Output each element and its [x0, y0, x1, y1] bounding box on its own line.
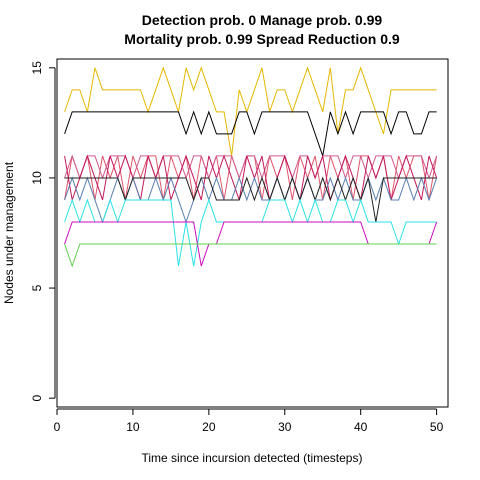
y-axis: 0 5 10 15: [30, 61, 56, 402]
series-layer: [64, 66, 438, 268]
series-line-5: [64, 154, 438, 201]
x-tick-label: 40: [354, 420, 368, 434]
x-tick-label: 0: [54, 420, 61, 434]
series-line-8: [64, 198, 437, 267]
x-tick-label: 30: [278, 420, 292, 434]
y-tick-label: 0: [30, 395, 44, 402]
x-axis: 0 10 20 30 40 50: [54, 408, 444, 434]
plot-frame: [56, 58, 449, 408]
y-tick-label: 5: [30, 284, 44, 291]
x-tick-label: 50: [430, 420, 444, 434]
x-axis-label: Time since incursion detected (timesteps…: [142, 451, 363, 465]
series-line-7: [64, 176, 437, 223]
chart-title-line-1: Detection prob. 0 Manage prob. 0.99: [142, 12, 383, 28]
x-tick-label: 20: [202, 420, 216, 434]
y-tick-label: 15: [30, 61, 44, 75]
series-line-2: [64, 110, 437, 157]
x-tick-label: 10: [126, 420, 140, 434]
series-line-10: [64, 243, 437, 268]
y-axis-label: Nodes under management: [2, 161, 16, 304]
chart-title-line-2: Mortality prob. 0.99 Spread Reduction 0.…: [124, 31, 400, 47]
series-line-1: [64, 66, 437, 156]
y-tick-label: 10: [30, 171, 44, 185]
